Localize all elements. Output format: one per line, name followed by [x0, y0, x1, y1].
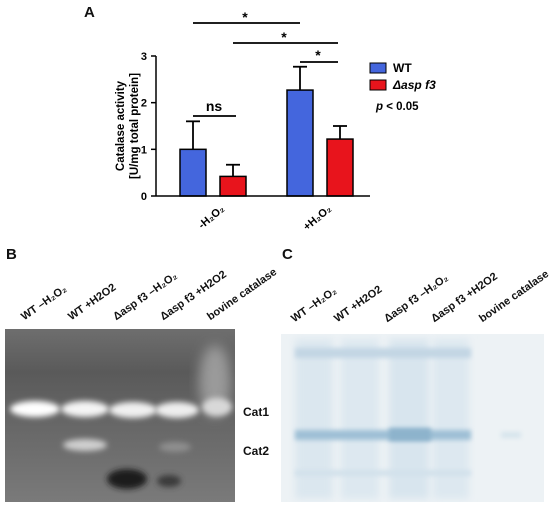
gel-c-main-band-lane3	[389, 428, 431, 441]
catalase-activity-chart: 0 1 2 3 -H₂O₂ +H₂O₂ Catalase activity [U/mg …	[115, 9, 436, 233]
gel-b-cat1-band-lane3	[109, 402, 157, 418]
legend-label-wt: WT	[393, 61, 412, 75]
gel-c-lane-label-2: WT +H2O2	[332, 283, 385, 325]
gel-c-main-band	[295, 430, 471, 440]
gel-c-lower-band	[295, 470, 471, 476]
gel-b-cat2-band-lane4	[159, 442, 191, 452]
gel-b-dark-spot-lane4	[157, 475, 181, 487]
bar-wt-minus-h2o2	[179, 148, 207, 197]
sig-label-middle: *	[281, 29, 287, 45]
y-tick-label: 2	[141, 98, 147, 110]
p-value-threshold: < 0.05	[386, 101, 419, 113]
band-label-cat1: Cat1	[243, 405, 270, 419]
gel-b-cat1-band-lane4	[155, 402, 199, 418]
y-tick-label: 1	[141, 144, 147, 156]
sig-label-ns: ns	[206, 98, 223, 114]
legend-swatch-wt	[369, 62, 387, 74]
band-label-cat2: Cat2	[243, 444, 270, 458]
sig-label-right: *	[315, 47, 321, 63]
panel-c-letter: C	[282, 246, 293, 263]
sig-label-top: *	[242, 9, 248, 25]
bar-mutant-plus-h2o2	[326, 138, 354, 197]
gel-c-top-band	[295, 348, 471, 358]
panel-b-letter: B	[6, 246, 17, 263]
legend-swatch-mutant	[369, 79, 387, 91]
bar-mutant-minus-h2o2	[219, 175, 247, 197]
panel-a-letter: A	[84, 4, 95, 21]
y-tick-label: 3	[141, 51, 147, 63]
gel-c-lane-label-1: WT –H₂O₂	[289, 285, 340, 325]
stained-gel-image	[281, 334, 544, 502]
p-value-symbol: p	[375, 101, 383, 113]
bar-wt-plus-h2o2	[286, 89, 314, 197]
y-tick-label: 0	[141, 191, 147, 203]
gel-b-cat1-band-lane5	[202, 398, 232, 416]
gel-b-cat2-band-lane2	[63, 439, 107, 451]
x-tick-label: +H₂O₂	[301, 203, 334, 233]
native-gel-image	[5, 329, 235, 502]
gel-b-lane-label-2: WT +H2O2	[66, 281, 119, 323]
x-tick-label: -H₂O₂	[196, 203, 227, 232]
gel-b-lane-label-1: WT –H₂O₂	[19, 283, 70, 323]
gel-b-cat1-band-lane2	[61, 401, 109, 417]
gel-b-cat1-band-lane1	[10, 401, 60, 417]
p-value-note: p < 0.05	[375, 101, 419, 113]
y-axis-title-line1: Catalase activity	[115, 80, 127, 171]
gel-b-dark-spot-lane3	[107, 469, 147, 489]
y-axis-title-line2: [U/mg total protein]	[129, 73, 141, 179]
legend-label-mutant: Δasp f3	[392, 78, 436, 92]
gel-c-right-band	[501, 432, 521, 438]
